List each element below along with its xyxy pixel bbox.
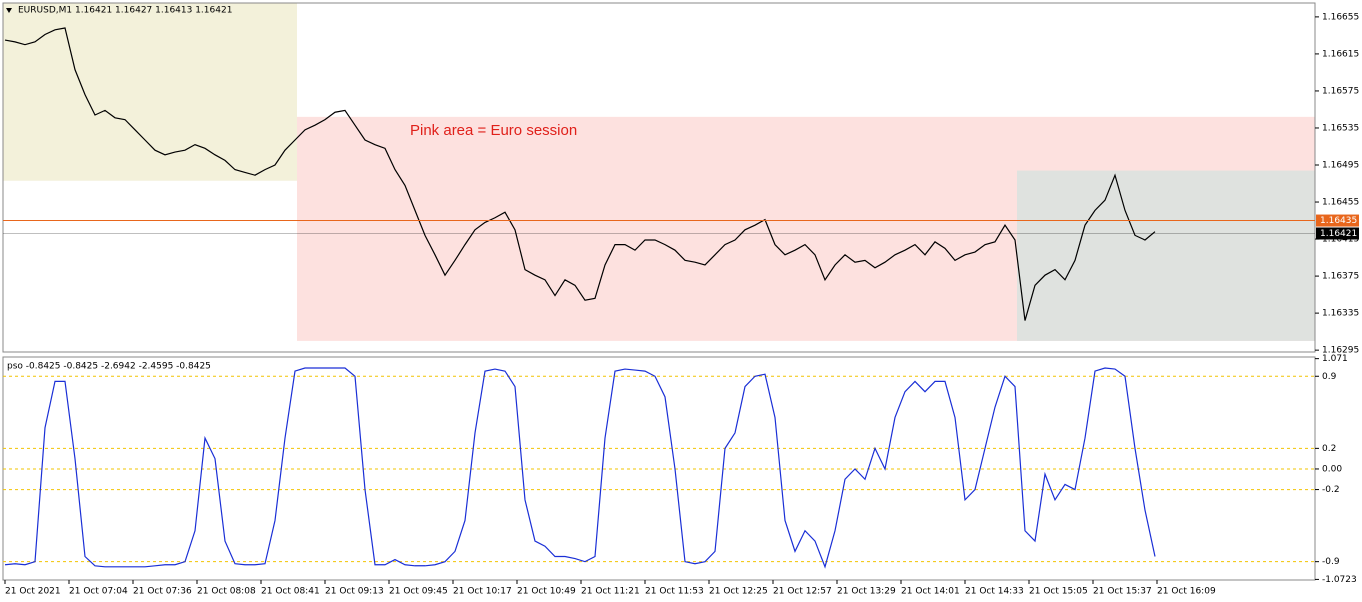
price-panel — [2, 2, 1316, 353]
indicator-title: pso -0.8425 -0.8425 -2.6942 -2.4595 -0.8… — [7, 362, 211, 372]
x-tick-label: 21 Oct 07:36 — [133, 587, 192, 597]
price-label: 1.16435 — [1320, 216, 1357, 226]
x-tick-label: 21 Oct 10:17 — [453, 587, 512, 597]
x-tick-label: 21 Oct 14:01 — [901, 587, 960, 597]
series-line — [4, 27, 1156, 321]
x-tick-label: 21 Oct 12:25 — [709, 587, 768, 597]
session-zone — [3, 3, 297, 181]
price-label: 1.16421 — [1320, 229, 1357, 239]
x-tick-label: 21 Oct 09:45 — [389, 587, 448, 597]
y-tick-label: 1.16415 — [1322, 235, 1359, 245]
x-tick-label: 21 Oct 2021 — [5, 587, 61, 597]
x-tick-label: 21 Oct 11:21 — [581, 587, 640, 597]
x-tick-label: 21 Oct 10:49 — [517, 587, 576, 597]
y-tick-label: 1.16535 — [1322, 123, 1359, 133]
x-tick-label: 21 Oct 15:37 — [1093, 587, 1152, 597]
y-tick-label: 1.16375 — [1322, 272, 1359, 282]
price-label-box — [1316, 227, 1359, 240]
y-tick-label: 1.16295 — [1322, 346, 1359, 356]
y-tick-label: -1.0723 — [1322, 575, 1357, 585]
series-line — [4, 367, 1156, 569]
x-tick-label: 21 Oct 14:33 — [965, 587, 1024, 597]
x-tick-label: 21 Oct 15:05 — [1029, 587, 1088, 597]
x-tick-label: 21 Oct 08:08 — [197, 587, 256, 597]
y-tick-label: -0.2 — [1322, 485, 1340, 495]
y-tick-label: 0.00 — [1322, 464, 1342, 474]
y-tick-label: 0.2 — [1322, 444, 1336, 454]
x-tick-label: 21 Oct 13:29 — [837, 587, 896, 597]
x-tick-label: 21 Oct 08:41 — [261, 587, 320, 597]
y-tick-label: 1.16455 — [1322, 198, 1359, 208]
price-title: EURUSD,M1 1.16421 1.16427 1.16413 1.1642… — [18, 6, 232, 16]
x-tick-label: 21 Oct 07:04 — [69, 587, 128, 597]
y-tick-label: 1.16615 — [1322, 49, 1359, 59]
y-tick-label: -0.9 — [1322, 557, 1340, 567]
dropdown-icon[interactable] — [6, 8, 12, 13]
y-tick-label: 1.16335 — [1322, 309, 1359, 319]
annotation: Pink area = Euro session — [410, 122, 577, 139]
y-tick-label: 1.16495 — [1322, 161, 1359, 171]
x-tick-label: 21 Oct 16:09 — [1157, 587, 1216, 597]
y-tick-label: 1.16575 — [1322, 86, 1359, 96]
x-tick-label: 21 Oct 09:13 — [325, 587, 384, 597]
price-label-box — [1316, 214, 1359, 227]
x-tick-label: 21 Oct 12:57 — [773, 587, 832, 597]
y-tick-label: 0.9 — [1322, 372, 1337, 382]
y-tick-label: 1.16655 — [1322, 12, 1359, 22]
y-tick-label: 1.071 — [1322, 354, 1348, 364]
x-tick-label: 21 Oct 11:53 — [645, 587, 704, 597]
session-zone — [1017, 170, 1315, 341]
